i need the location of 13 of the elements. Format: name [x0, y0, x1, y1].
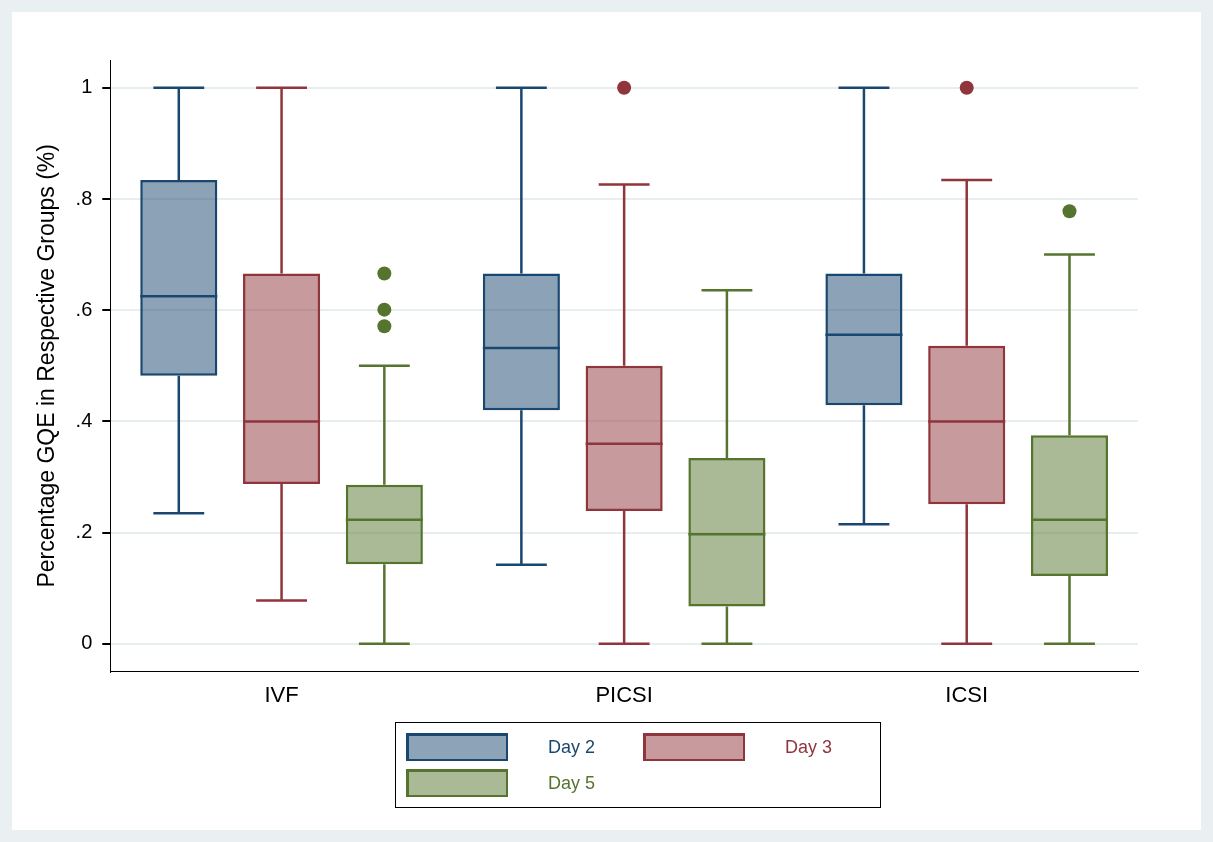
- y-axis-title: Percentage GQE in Respective Groups (%): [33, 144, 60, 588]
- y-tick-label: .6: [75, 297, 93, 320]
- y-tick-label: .2: [75, 520, 93, 543]
- y-tick-label: .4: [75, 408, 93, 431]
- y-tick-label: 0: [81, 631, 93, 654]
- text: Day 3: [785, 736, 833, 758]
- text: Day 2: [548, 736, 596, 758]
- y-tick-label: .8: [75, 186, 93, 209]
- x-tick-label: PICSI: [595, 681, 653, 707]
- y-tick-label: 1: [81, 75, 93, 98]
- text: Day 5: [548, 772, 596, 794]
- x-tick-label: ICSI: [945, 681, 989, 707]
- x-tick-label: IVF: [264, 681, 299, 707]
